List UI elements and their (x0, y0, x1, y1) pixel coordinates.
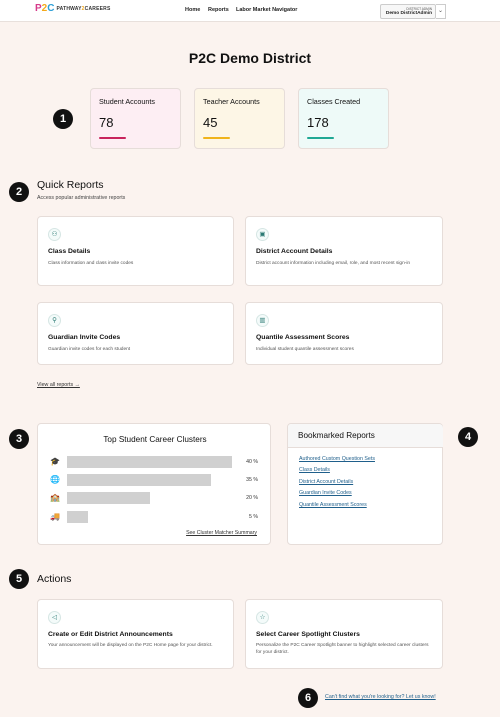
chart-title: Top Student Career Clusters (103, 435, 207, 444)
actions-heading: Actions (37, 573, 72, 585)
user-plus-icon: ⚲ (48, 314, 61, 327)
chevron-down-icon[interactable]: ⌄ (436, 4, 446, 19)
nav-labor-market-navigator-link[interactable]: Labor Market Navigator (236, 7, 298, 13)
user-name: Demo DistrictAdmin (385, 11, 432, 16)
card-title: Select Career Spotlight Clusters (256, 631, 360, 638)
bookmarked-reports-heading: Bookmarked Reports (288, 424, 443, 448)
step-badge-5: 5 (9, 569, 29, 589)
logo-mark: P2C (35, 3, 55, 14)
card-description: District account information including e… (256, 261, 411, 266)
quick-reports-subtitle: Access popular administrative reports (37, 195, 126, 201)
cluster-bar-row: 🌐 35 % (38, 474, 272, 486)
cluster-bar-row: 🎓 40 % (38, 456, 272, 468)
report-card-quantile-assessment-scores[interactable]: ▥ Quantile Assessment Scores Individual … (245, 302, 443, 365)
action-card-district-announcements[interactable]: ◁ Create or Edit District Announcements … (37, 599, 234, 669)
card-description: Individual student quantile assessment s… (256, 347, 354, 352)
card-title: Create or Edit District Announcements (48, 631, 173, 638)
nav-home-link[interactable]: Home (185, 7, 201, 13)
bookmark-link[interactable]: Guardian Invite Codes (299, 490, 352, 496)
bookmark-link[interactable]: Class Details (299, 467, 330, 473)
star-icon: ☆ (256, 611, 269, 624)
step-badge-3: 3 (9, 429, 29, 449)
bookmark-link[interactable]: Quantile Assessment Scores (299, 502, 367, 508)
card-description: Class information and class invite codes (48, 261, 134, 266)
report-card-guardian-invite-codes[interactable]: ⚲ Guardian Invite Codes Guardian invite … (37, 302, 234, 365)
logo-text: PATHWAY2CAREERS (56, 5, 111, 12)
graduation-cap-icon: 🎓 (50, 457, 60, 466)
user-role: DISTRICT ADMIN (406, 7, 432, 11)
card-title: District Account Details (256, 248, 333, 255)
users-icon: ⚇ (48, 228, 61, 241)
action-card-career-spotlight-clusters[interactable]: ☆ Select Career Spotlight Clusters Perso… (245, 599, 443, 669)
cluster-percent-label: 40 % (246, 459, 258, 465)
cluster-bar (67, 511, 88, 523)
cluster-percent-label: 5 % (249, 514, 258, 520)
report-card-class-details[interactable]: ⚇ Class Details Class information and cl… (37, 216, 234, 286)
pathway2careers-logo[interactable]: P2C PATHWAY2CAREERS (35, 3, 111, 14)
easel-icon: 🏫 (50, 493, 60, 502)
step-badge-1: 1 (53, 109, 73, 129)
cluster-bar (67, 492, 150, 504)
top-career-clusters-card: Top Student Career Clusters 🎓 40 % 🌐 35 % 🏫 2… (37, 423, 271, 545)
megaphone-icon: ◁ (48, 611, 61, 624)
card-title: Class Details (48, 248, 91, 255)
stat-label: Classes Created (307, 97, 361, 106)
cluster-percent-label: 35 % (246, 477, 258, 483)
cluster-bar-row: 🏫 20 % (38, 492, 272, 504)
card-title: Quantile Assessment Scores (256, 334, 350, 341)
step-badge-2: 2 (9, 182, 29, 202)
stat-label: Teacher Accounts (203, 97, 260, 106)
stat-label: Student Accounts (99, 97, 155, 106)
stat-value: 45 (203, 115, 218, 130)
page-title: P2C Demo District (188, 50, 312, 66)
cluster-matcher-summary-link[interactable]: See Cluster Matcher Summary (186, 530, 257, 536)
bar-chart-icon: ▥ (256, 314, 269, 327)
card-description: Your announcement will be displayed on t… (48, 643, 213, 648)
quick-reports-heading: Quick Reports (37, 179, 104, 191)
report-card-district-account-details[interactable]: ▣ District Account Details District acco… (245, 216, 443, 286)
cluster-percent-label: 20 % (246, 495, 258, 501)
bookmarked-reports-card: Bookmarked Reports Authored Custom Quest… (287, 423, 443, 545)
bookmark-link[interactable]: Authored Custom Question Sets (299, 456, 375, 462)
bookmark-link[interactable]: District Account Details (299, 479, 354, 485)
stat-classes-created: Classes Created 178 (298, 88, 389, 149)
stat-accent-bar (99, 137, 126, 139)
truck-icon: 🚚 (50, 512, 60, 521)
user-menu[interactable]: DISTRICT ADMIN Demo DistrictAdmin (380, 4, 436, 19)
card-title: Guardian Invite Codes (48, 334, 121, 341)
stat-value: 178 (307, 115, 329, 130)
step-badge-4: 4 (458, 427, 478, 447)
globe-icon: 🌐 (50, 475, 60, 484)
card-description: Guardian invite codes for each student (48, 347, 131, 352)
cluster-bar-row: 🚚 5 % (38, 511, 272, 523)
stat-student-accounts: Student Accounts 78 (90, 88, 181, 149)
stat-teacher-accounts: Teacher Accounts 45 (194, 88, 285, 149)
feedback-link[interactable]: Can't find what you're looking for? Let … (325, 694, 436, 700)
step-badge-6: 6 (298, 688, 318, 708)
view-all-reports-link[interactable]: View all reports → (37, 382, 80, 388)
cluster-bar (67, 474, 212, 486)
briefcase-icon: ▣ (256, 228, 269, 241)
top-navigation-bar: P2C PATHWAY2CAREERS Home Reports Labor M… (0, 0, 500, 22)
stat-accent-bar (307, 137, 334, 139)
card-description: Personalize the P2C Career Spotlight ban… (256, 643, 429, 656)
stat-accent-bar (203, 137, 230, 139)
cluster-bar (67, 456, 232, 468)
stat-value: 78 (99, 115, 114, 130)
nav-reports-link[interactable]: Reports (208, 7, 229, 13)
